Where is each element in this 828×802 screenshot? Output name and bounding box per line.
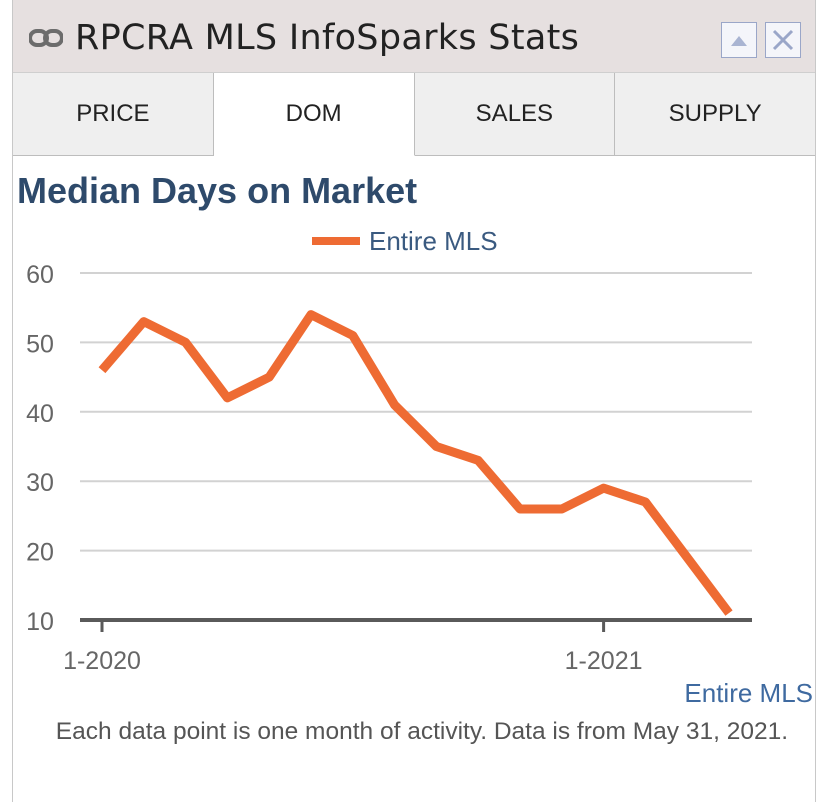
- line-chart: 60 50 40 30 20 10 1-2020 1-2021: [26, 261, 752, 675]
- tab-sales[interactable]: SALES: [414, 73, 616, 155]
- x-tick-label: 1-2020: [63, 647, 141, 675]
- chart-legend[interactable]: Entire MLS: [312, 224, 498, 258]
- y-tick-label: 40: [26, 400, 54, 428]
- y-tick-label: 60: [26, 261, 54, 289]
- collapse-button[interactable]: [721, 22, 757, 58]
- triangle-up-icon: [731, 36, 747, 46]
- link-icon: [29, 29, 63, 47]
- widget-title: RPCRA MLS InfoSparks Stats: [75, 18, 580, 58]
- tab-bar: PRICE DOM SALES SUPPLY: [13, 72, 815, 156]
- tab-price[interactable]: PRICE: [13, 73, 214, 155]
- y-tick-label: 50: [26, 330, 54, 358]
- chart-title: Median Days on Market: [17, 170, 418, 211]
- y-tick-label: 10: [26, 608, 54, 636]
- close-icon: [772, 29, 794, 51]
- legend-swatch: [312, 237, 360, 245]
- widget-titlebar: RPCRA MLS InfoSparks Stats: [13, 0, 815, 80]
- series-label: Entire MLS: [684, 678, 813, 708]
- close-button[interactable]: [765, 22, 801, 58]
- infosparks-widget: RPCRA MLS InfoSparks Stats PRICE DOM SAL…: [12, 0, 816, 802]
- y-tick-label: 20: [26, 539, 54, 567]
- legend-label: Entire MLS: [369, 225, 498, 256]
- y-tick-label: 30: [26, 469, 54, 497]
- tab-supply[interactable]: SUPPLY: [615, 73, 815, 155]
- series-line-entire-mls: [98, 310, 733, 616]
- x-tick-label: 1-2021: [565, 647, 643, 675]
- tab-dom[interactable]: DOM: [213, 73, 415, 156]
- chart-footnote: Each data point is one month of activity…: [55, 718, 788, 745]
